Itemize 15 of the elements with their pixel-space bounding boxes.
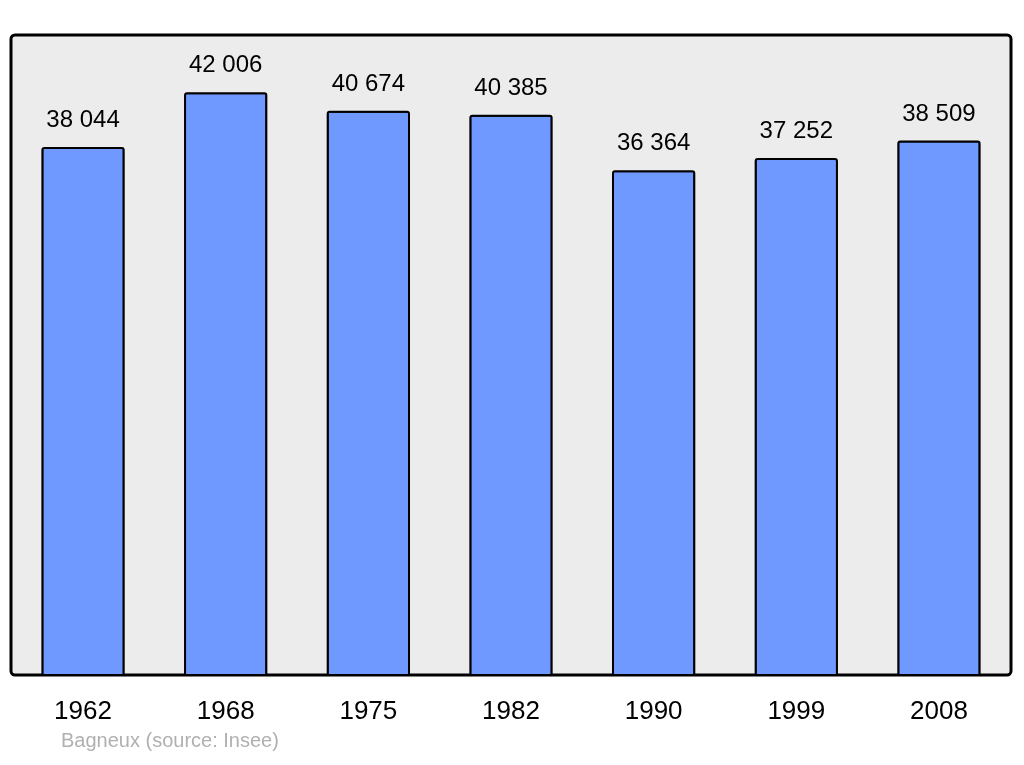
x-tick-label: 1990: [624, 694, 683, 725]
data-label: 38 044: [46, 105, 120, 133]
data-label: 40 674: [331, 68, 406, 96]
data-label: 37 252: [759, 116, 834, 144]
text: Bagneux (source: Insee): [61, 729, 279, 751]
data-label: 40 385: [474, 72, 548, 100]
data-label: 36 364: [616, 128, 691, 156]
x-tick-label: 1962: [54, 694, 112, 725]
data-label: 38 509: [902, 98, 976, 126]
x-tick-label: 1982: [482, 694, 540, 725]
x-tick-label: 1968: [196, 694, 255, 725]
data-label: 42 006: [188, 50, 263, 78]
x-tick-label: 1975: [339, 694, 398, 725]
x-tick-label: 2008: [910, 694, 968, 725]
x-tick-label: 1999: [767, 694, 826, 725]
